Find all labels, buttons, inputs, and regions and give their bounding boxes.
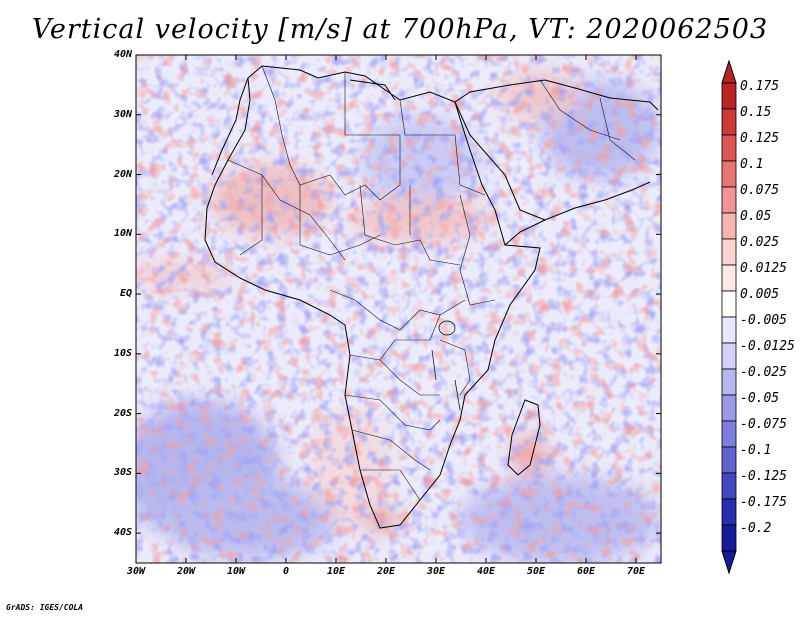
colorbar-label: -0.175: [740, 495, 787, 510]
colorbar-label: 0.025: [740, 235, 780, 250]
colorbar-label: 0.05: [740, 209, 772, 224]
colorbar-label: -0.1: [740, 443, 772, 458]
africa-coastline: [204, 65, 659, 529]
colorbar-swatch: [721, 212, 737, 240]
colorbar-label: 0.0125: [740, 261, 787, 276]
colorbar-swatch: [721, 394, 737, 422]
colorbar-bottom-arrow: [721, 550, 737, 575]
lat-tick-label: 30S: [113, 467, 132, 479]
lon-tick-label: 20W: [176, 566, 196, 577]
lat-tick-label: 20S: [113, 407, 132, 419]
country-borders: [227, 65, 636, 501]
colorbar-swatch: [721, 186, 737, 214]
colorbar-swatch: [721, 238, 737, 266]
colorbar-swatch: [721, 108, 737, 136]
lat-tick-label: 20N: [113, 168, 132, 180]
colorbar-swatch: [721, 342, 737, 370]
colorbar-swatch: [721, 82, 737, 110]
colorbar-label: -0.05: [740, 391, 780, 406]
lon-tick-label: 60E: [576, 566, 596, 577]
lat-tick-label: EQ: [119, 288, 132, 300]
colorbar-label: -0.025: [740, 365, 787, 380]
colorbar-label: 0.005: [740, 287, 780, 302]
colorbar-swatch: [721, 472, 737, 500]
colorbar-swatch: [721, 524, 737, 552]
colorbar-label: 0.1: [740, 157, 764, 172]
colorbar-label: -0.125: [740, 469, 787, 484]
colorbar-label: -0.0125: [740, 339, 795, 354]
colorbar-top-arrow: [721, 59, 737, 84]
lon-tick-label: 30E: [426, 566, 446, 577]
lat-tick-label: 10N: [113, 228, 132, 240]
lon-tick-label: 40E: [476, 566, 496, 577]
lakes: [431, 320, 461, 411]
colorbar-label: 0.175: [740, 79, 780, 94]
colorbar-swatch: [721, 498, 737, 526]
map-title: Vertical velocity [m/s] at 700hPa, VT: 2…: [31, 14, 769, 45]
grads-credit: GrADS: IGES/COLA: [6, 603, 84, 612]
lat-tick-label: 40S: [113, 527, 132, 539]
colorbar-label: -0.2: [740, 521, 772, 536]
lon-tick-label: 20E: [376, 566, 396, 577]
colorbar-swatch: [721, 420, 737, 448]
lat-tick-label: 10S: [113, 347, 132, 359]
velocity-field: [136, 55, 661, 563]
colorbar-label: -0.075: [740, 417, 787, 432]
colorbar-label: 0.15: [740, 105, 772, 120]
colorbar-label: 0.075: [740, 183, 780, 198]
colorbar-swatch: [721, 290, 737, 318]
colorbar: [721, 59, 737, 575]
lon-tick-label: 0: [282, 566, 290, 577]
colorbar-swatch: [721, 446, 737, 474]
colorbar-label: -0.005: [740, 313, 787, 328]
colorbar-swatch: [721, 368, 737, 396]
lon-tick-label: 10W: [226, 566, 246, 577]
lon-tick-label: 10E: [326, 566, 346, 577]
lon-tick-label: 50E: [526, 566, 546, 577]
lon-tick-label: 30W: [126, 566, 146, 577]
colorbar-swatch: [721, 264, 737, 292]
colorbar-swatch: [721, 160, 737, 188]
lon-tick-label: 70E: [626, 566, 646, 577]
colorbar-swatch: [721, 316, 737, 344]
lat-tick-label: 40N: [113, 49, 132, 60]
colorbar-label: 0.125: [740, 131, 780, 146]
plot-frame: [135, 54, 662, 564]
lat-tick-label: 30N: [113, 108, 132, 120]
colorbar-swatch: [721, 134, 737, 162]
